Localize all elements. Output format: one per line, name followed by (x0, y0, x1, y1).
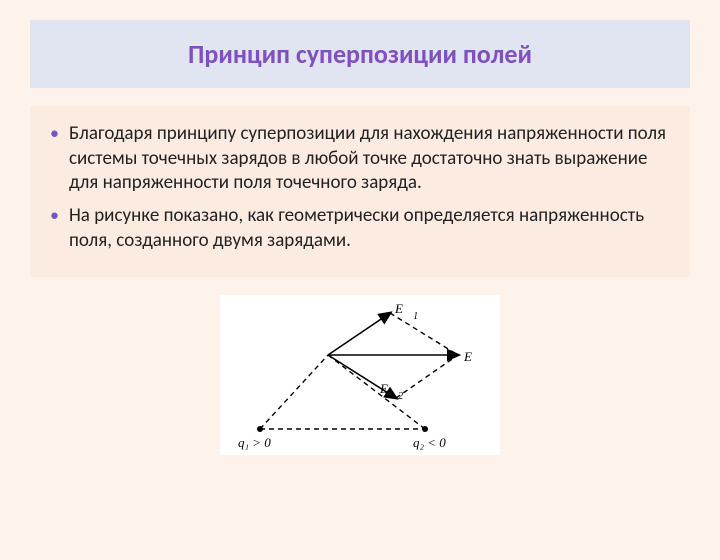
bullet-icon: • (50, 122, 59, 196)
list-item: • На рисунке показано, как геометрически… (50, 204, 670, 253)
svg-text:q₂ < 0: q₂ < 0 (413, 435, 446, 450)
svg-text:q₁ > 0: q₁ > 0 (238, 435, 271, 450)
diagram-container: E⃗1E⃗E⃗2q₁ > 0q₂ < 0 (0, 295, 720, 455)
list-item: • Благодаря принципу суперпозиции для на… (50, 122, 670, 196)
svg-text:E⃗2: E⃗2 (379, 381, 403, 402)
page-title: Принцип суперпозиции полей (50, 38, 670, 70)
content-box: • Благодаря принципу суперпозиции для на… (30, 106, 690, 277)
bullet-icon: • (50, 204, 59, 253)
bullet-text: На рисунке показано, как геометрически о… (69, 204, 670, 253)
title-box: Принцип суперпозиции полей (30, 20, 690, 88)
svg-text:E⃗: E⃗ (463, 349, 482, 364)
superposition-diagram: E⃗1E⃗E⃗2q₁ > 0q₂ < 0 (220, 295, 500, 455)
bullet-text: Благодаря принципу суперпозиции для нахо… (69, 122, 670, 196)
